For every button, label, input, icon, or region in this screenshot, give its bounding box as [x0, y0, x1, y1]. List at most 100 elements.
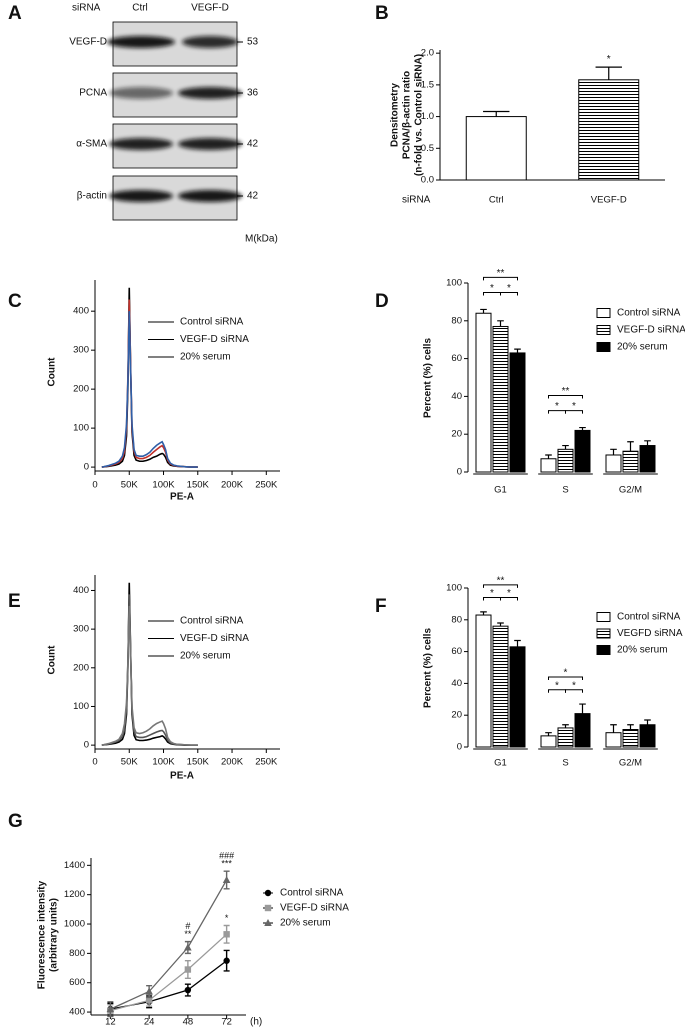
significance-label: * — [490, 283, 494, 294]
error-bar — [514, 639, 521, 647]
marker — [223, 957, 230, 964]
legend-swatch — [596, 342, 611, 352]
panel-letter: F — [375, 596, 387, 617]
legend-label: Control siRNA — [617, 612, 681, 623]
x-tick-label: 72 — [221, 1017, 232, 1028]
significance-label: ** — [562, 386, 570, 397]
x-tick-label: 150K — [187, 757, 210, 768]
y-tick-label: 1400 — [64, 860, 85, 871]
significance-bracket — [565, 689, 583, 693]
band — [178, 138, 242, 150]
significance-label: ** — [497, 575, 505, 586]
y-axis-label: Count — [47, 357, 58, 387]
y-tick-label: 300 — [73, 624, 89, 635]
panel-letter: G — [8, 811, 23, 832]
significance-label: ** — [497, 268, 505, 279]
bar — [492, 625, 509, 748]
band — [182, 36, 238, 48]
error-bar — [483, 110, 510, 117]
x-tick-label: 12 — [105, 1017, 116, 1028]
y-tick-label: 0 — [84, 462, 89, 473]
x-tick-label: 200K — [221, 480, 244, 491]
error-bar — [562, 444, 569, 450]
x-tick-label: 24 — [144, 1017, 155, 1028]
bar — [574, 429, 591, 473]
error-bar — [644, 719, 651, 725]
error-bar — [545, 732, 552, 736]
x-tick-label: 0 — [92, 480, 97, 491]
series-line — [101, 311, 198, 468]
legend-label: VEGFD siRNA — [617, 628, 683, 639]
blot-header: siRNA — [72, 3, 101, 14]
significance-label: * — [555, 401, 559, 412]
legend-swatch — [596, 628, 611, 639]
band — [107, 36, 175, 48]
y-tick-label: 1.0 — [421, 111, 434, 122]
error-bar — [627, 441, 634, 452]
error-bar — [545, 454, 552, 459]
legend-label: Control siRNA — [180, 616, 244, 627]
x-tick-label: 250K — [255, 757, 278, 768]
y-tick-label: 60 — [451, 353, 462, 364]
size-label: 42 — [247, 191, 259, 202]
y-tick-label: 2.0 — [421, 48, 434, 59]
series-line — [110, 933, 228, 1012]
significance-label: * — [225, 913, 229, 923]
size-unit: M(kDa) — [245, 234, 278, 245]
y-tick-label: 200 — [73, 384, 89, 395]
y-tick-label: 400 — [73, 585, 89, 596]
significance-bracket — [548, 394, 583, 399]
significance-label: * — [572, 401, 576, 412]
y-tick-label: 1200 — [64, 889, 85, 900]
series-line — [101, 582, 198, 746]
marker — [264, 904, 272, 912]
y-tick-label: 0.0 — [421, 175, 434, 186]
x-tick-label: VEGF-D — [591, 195, 627, 206]
band — [109, 87, 173, 99]
significance-label: * — [490, 588, 494, 599]
legend-label: 20% serum — [617, 342, 668, 353]
row-label: VEGF-D — [69, 37, 107, 48]
panel-letter: D — [375, 291, 389, 312]
y-axis-label: PCNA/β-actin ratio — [402, 71, 413, 159]
significance-label: * — [555, 680, 559, 691]
x-axis-label: (h) — [250, 1017, 262, 1028]
y-tick-label: 100 — [446, 583, 462, 594]
series-line — [101, 287, 198, 468]
x-tick-label: S — [562, 485, 568, 496]
bar — [557, 727, 574, 748]
band — [109, 190, 173, 202]
y-tick-label: 800 — [69, 948, 85, 959]
error-bar — [562, 724, 569, 728]
y-tick-label: 60 — [451, 646, 462, 657]
y-tick-label: 100 — [73, 701, 89, 712]
marker — [264, 889, 272, 897]
bar — [557, 448, 574, 473]
panel-letter: A — [8, 3, 22, 24]
y-tick-label: 100 — [73, 423, 89, 434]
y-tick-label: 300 — [73, 345, 89, 356]
error-bar — [579, 703, 586, 714]
error-bar — [595, 66, 622, 80]
error-bar — [627, 724, 634, 730]
y-axis-label: Densitometry — [390, 83, 401, 147]
significance-bracket — [500, 597, 518, 601]
bar — [639, 724, 656, 748]
marker — [184, 966, 192, 973]
y-tick-label: 40 — [451, 678, 462, 689]
x-tick-label: 150K — [187, 480, 210, 491]
error-bar — [579, 426, 586, 431]
x-tick-label: G1 — [494, 758, 507, 769]
size-label: 42 — [247, 139, 259, 150]
bar — [509, 352, 526, 473]
error-bar — [480, 611, 487, 616]
y-axis-label: Percent (%) cells — [423, 628, 434, 708]
significance-label: * — [507, 588, 511, 599]
y-axis-label: Count — [47, 645, 58, 675]
marker — [222, 876, 231, 884]
panel-letter: C — [8, 291, 22, 312]
error-bar — [497, 320, 504, 327]
marker — [264, 919, 272, 926]
significance-label: ** — [184, 929, 192, 939]
